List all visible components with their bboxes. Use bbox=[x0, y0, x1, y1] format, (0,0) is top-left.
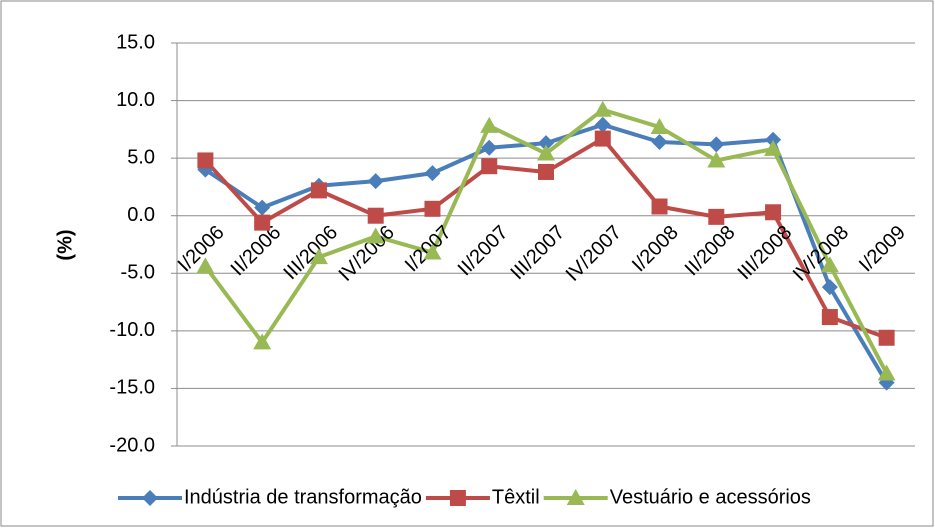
legend-label: Vestuário e acessórios bbox=[610, 486, 811, 508]
legend-item: Indústria de transformação bbox=[118, 486, 422, 508]
marker bbox=[593, 100, 612, 117]
marker bbox=[821, 309, 838, 326]
marker bbox=[367, 207, 384, 224]
marker bbox=[481, 139, 498, 156]
marker bbox=[367, 173, 384, 190]
y-tick-label: -15.0 bbox=[109, 377, 155, 399]
marker bbox=[309, 248, 328, 265]
marker bbox=[142, 490, 158, 506]
marker bbox=[821, 279, 838, 296]
marker bbox=[707, 151, 726, 168]
marker bbox=[480, 116, 499, 133]
marker bbox=[196, 257, 215, 274]
marker bbox=[449, 490, 466, 506]
legend-item: Vestuário e acessórios bbox=[543, 486, 811, 508]
legend-label: Têxtil bbox=[492, 486, 540, 508]
marker bbox=[765, 204, 782, 221]
marker bbox=[765, 131, 782, 148]
y-tick-label: -5.0 bbox=[121, 262, 155, 284]
marker bbox=[878, 329, 895, 346]
marker bbox=[594, 130, 611, 147]
marker bbox=[537, 144, 555, 161]
y-tick-label: 15.0 bbox=[116, 31, 155, 53]
marker bbox=[538, 135, 554, 152]
legend-item: Têxtil bbox=[425, 486, 540, 508]
marker bbox=[253, 333, 272, 350]
marker bbox=[366, 227, 385, 244]
marker bbox=[651, 198, 668, 215]
y-tick-label: -20.0 bbox=[109, 434, 155, 456]
marker bbox=[424, 200, 441, 217]
marker bbox=[481, 158, 498, 175]
marker bbox=[877, 364, 896, 381]
marker bbox=[708, 208, 725, 225]
marker bbox=[650, 118, 669, 135]
marker bbox=[197, 152, 214, 169]
y-tick-label: 0.0 bbox=[127, 204, 155, 226]
marker bbox=[254, 214, 271, 231]
marker bbox=[424, 165, 441, 182]
marker bbox=[254, 199, 271, 216]
y-axis-label: (%) bbox=[54, 229, 76, 260]
marker bbox=[423, 243, 442, 260]
marker bbox=[708, 136, 725, 153]
y-tick-label: 10.0 bbox=[116, 89, 155, 111]
marker bbox=[566, 489, 585, 505]
y-tick-label: -10.0 bbox=[109, 319, 155, 341]
marker bbox=[764, 139, 783, 156]
marker bbox=[538, 163, 554, 180]
marker bbox=[310, 182, 327, 199]
y-tick-label: 5.0 bbox=[127, 146, 155, 168]
marker bbox=[651, 134, 668, 151]
marker bbox=[594, 116, 611, 133]
marker bbox=[820, 256, 839, 273]
legend-label: Indústria de transformação bbox=[184, 486, 422, 508]
